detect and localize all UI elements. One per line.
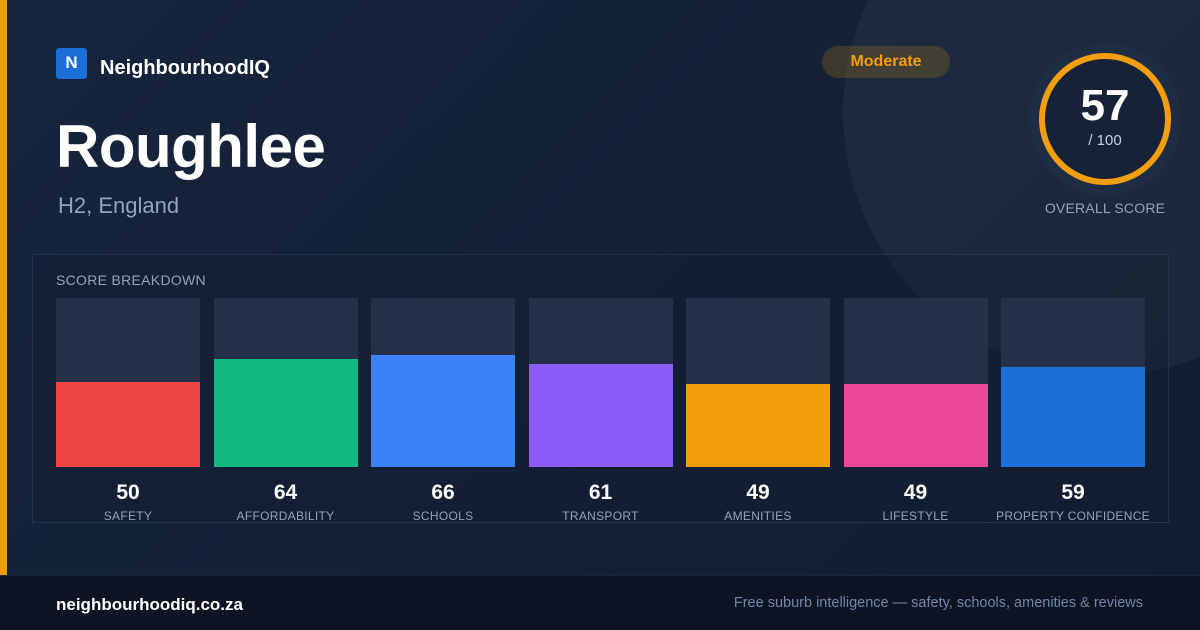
bar-value: 61 — [588, 481, 613, 504]
bar-label: PROPERTY CONFIDENCE — [996, 509, 1150, 523]
bar-value: 49 — [903, 481, 928, 504]
bar-value: 59 — [1061, 481, 1085, 504]
bar-track — [56, 298, 200, 467]
bar-fill — [1001, 367, 1145, 467]
bar-value: 66 — [431, 481, 455, 504]
bar-fill — [843, 384, 988, 467]
footer-tagline: Free suburb intelligence — safety, schoo… — [733, 595, 1143, 611]
bar-track — [213, 298, 358, 467]
score-ring-graphic — [1039, 53, 1171, 185]
score-ring-arc — [1039, 53, 1171, 185]
brand-logo-icon: N — [56, 47, 87, 79]
bar-label: AFFORDABILITY — [236, 509, 335, 523]
bar-fill — [56, 382, 200, 467]
bar-track — [1001, 298, 1145, 467]
overall-score-value: 57 — [1080, 81, 1130, 130]
score-bar-property-confidence: 59 PROPERTY CONFIDENCE — [996, 298, 1150, 523]
bar-fill — [213, 359, 358, 467]
bar-track — [528, 298, 673, 467]
score-breakdown-panel: SCORE BREAKDOWN 50 SAFETY 64 AFFORDABILITY 6… — [32, 254, 1169, 523]
bar-track — [686, 298, 830, 467]
brand-name: NeighbourhoodIQ — [100, 57, 270, 79]
bar-value: 49 — [746, 481, 770, 504]
bar-fill — [528, 364, 673, 467]
score-bar-affordability: 64 AFFORDABILITY — [213, 298, 358, 523]
bar-label: TRANSPORT — [562, 509, 639, 523]
bar-fill — [686, 384, 830, 467]
rating-badge: Moderate — [822, 46, 950, 78]
bar-fill — [371, 355, 515, 467]
score-breakdown-title: SCORE BREAKDOWN — [56, 272, 206, 288]
bar-value: 64 — [273, 481, 298, 504]
bar-label: SAFETY — [103, 509, 153, 523]
score-bar-lifestyle: 49 LIFESTYLE — [843, 298, 988, 523]
brand[interactable]: N NeighbourhoodIQ — [56, 46, 270, 80]
place-title: Roughlee — [56, 113, 326, 180]
bar-label: LIFESTYLE — [882, 509, 949, 523]
accent-bar — [0, 0, 7, 575]
footer: neighbourhoodiq.co.za Free suburb intell… — [0, 575, 1200, 630]
bar-track — [843, 298, 988, 467]
bar-label: AMENITIES — [724, 509, 792, 523]
overall-score-label: OVERALL SCORE — [1044, 200, 1166, 216]
score-bar-safety: 50 SAFETY — [56, 298, 200, 523]
overall-score-max: / 100 — [1088, 132, 1122, 149]
footer-domain-link[interactable]: neighbourhoodiq.co.za — [56, 595, 243, 614]
score-bar-amenities: 49 AMENITIES — [686, 298, 830, 523]
bar-value: 50 — [116, 481, 140, 504]
bar-track — [371, 298, 515, 467]
overall-score-ring: 57 / 100 — [1029, 43, 1181, 195]
place-location: H2, England — [58, 193, 180, 218]
score-bar-transport: 61 TRANSPORT — [528, 298, 673, 523]
bar-label: SCHOOLS — [412, 509, 474, 523]
score-bar-schools: 66 SCHOOLS — [371, 298, 515, 523]
